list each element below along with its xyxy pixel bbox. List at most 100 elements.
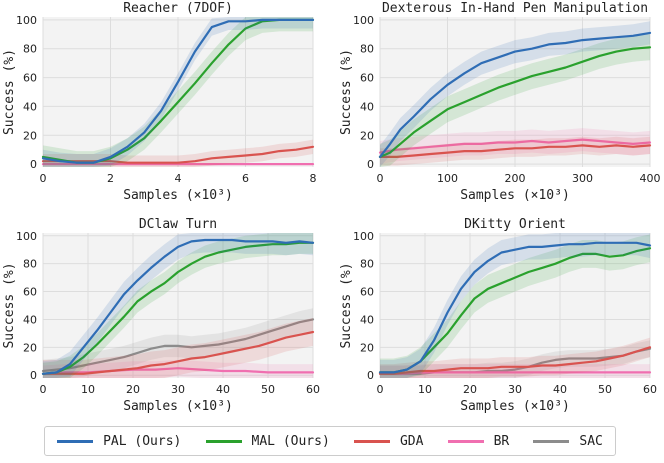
y-tick-label: 80	[23, 43, 37, 56]
series-pal	[41, 17, 315, 167]
x-tick-label: 10	[418, 383, 432, 396]
legend-swatch-br	[447, 439, 484, 443]
series-pal	[378, 21, 652, 167]
y-tick-label: 40	[23, 313, 37, 326]
x-tick-label: 100	[437, 172, 458, 185]
series-line-pal	[41, 238, 315, 375]
y-tick-label: 20	[360, 129, 374, 142]
x-tick-label: 300	[572, 172, 593, 185]
x-tick-label: 20	[126, 383, 140, 396]
series-mal	[41, 233, 315, 378]
series-br	[378, 128, 652, 165]
y-tick-label: 0	[367, 158, 374, 171]
series-band-pal	[380, 233, 650, 378]
series-gda	[378, 337, 652, 378]
series-pal	[41, 233, 315, 378]
y-tick-label: 60	[360, 72, 374, 85]
series-band-br	[380, 364, 650, 378]
series-mal	[378, 34, 652, 167]
legend-label-mal: MAL (Ours)	[251, 433, 330, 449]
y-tick-label: 20	[23, 341, 37, 354]
x-tick-label: 30	[171, 383, 185, 396]
x-tick-label: 40	[553, 383, 567, 396]
legend-label-gda: GDA	[399, 433, 424, 449]
legend-label-pal: PAL (Ours)	[103, 433, 182, 449]
legend-label-br: BR	[493, 433, 510, 449]
x-tick-label: 20	[463, 383, 477, 396]
chart-title: DKitty Orient	[464, 217, 566, 232]
series-line-br	[378, 138, 652, 154]
y-tick-label: 40	[23, 100, 37, 113]
y-tick-label: 20	[360, 341, 374, 354]
series-line-pal	[378, 31, 652, 158]
series-band-mal	[43, 233, 313, 378]
y-tick-label: 20	[23, 129, 37, 142]
y-axis-label: Success (%)	[2, 262, 17, 348]
x-tick-label: 30	[508, 383, 522, 396]
series-band-mal	[380, 34, 650, 167]
legend: PAL (Ours) MAL (Ours) GDA BR SAC	[44, 426, 616, 456]
x-tick-label: 40	[216, 383, 230, 396]
x-tick-label: 0	[377, 172, 384, 185]
y-tick-label: 0	[30, 369, 37, 382]
y-tick-label: 60	[360, 286, 374, 299]
series-line-br	[378, 371, 652, 375]
x-tick-label: 50	[598, 383, 612, 396]
y-tick-label: 0	[30, 158, 37, 171]
series-line-sac	[41, 318, 315, 373]
x-tick-label: 60	[643, 383, 657, 396]
series-line-gda	[378, 346, 652, 375]
y-axis-label: Success (%)	[339, 49, 354, 135]
x-tick-label: 60	[306, 383, 320, 396]
series-gda	[41, 318, 315, 378]
legend-item-sac: SAC	[533, 433, 603, 449]
series-band-mal	[43, 17, 313, 167]
chart-title: Dexterous In-Hand Pen Manipulation	[382, 1, 648, 16]
legend-label-sac: SAC	[579, 433, 603, 449]
y-tick-label: 100	[353, 14, 374, 27]
series-line-pal	[41, 18, 315, 164]
gridlines	[379, 17, 651, 167]
series-line-mal	[378, 46, 652, 158]
legend-item-gda: GDA	[353, 433, 424, 449]
y-tick-label: 80	[360, 258, 374, 271]
x-tick-label: 0	[377, 383, 384, 396]
x-tick-label: 2	[107, 172, 114, 185]
x-tick-label: 0	[40, 172, 47, 185]
series-line-mal	[378, 247, 652, 374]
x-axis-label: Samples (×10³)	[460, 399, 570, 414]
x-tick-label: 6	[242, 172, 249, 185]
y-tick-label: 60	[23, 72, 37, 85]
y-tick-label: 100	[16, 14, 37, 27]
y-axis-label: Success (%)	[339, 262, 354, 348]
x-axis-label: Samples (×10³)	[123, 399, 233, 414]
chart-panel-4: 0 10 20 30 40 50 60 0 20 40 60 80 100 DKitty Orient Sa…	[339, 217, 657, 414]
legend-swatch-sac	[533, 439, 570, 443]
y-tick-label: 60	[23, 286, 37, 299]
x-tick-label: 10	[81, 383, 95, 396]
legend-item-pal: PAL (Ours)	[57, 434, 181, 449]
series-line-gda	[41, 330, 315, 375]
series-band-mal	[380, 234, 650, 378]
chart-panel-3: 0 10 20 30 40 50 60 0 20 40 60 80 100 DClaw Turn Sampl…	[2, 217, 320, 414]
y-tick-label: 0	[367, 369, 374, 382]
series-mal	[378, 234, 652, 378]
y-tick-label: 40	[360, 100, 374, 113]
y-axis-label: Success (%)	[2, 49, 17, 135]
series-pal	[378, 233, 652, 378]
series-band-gda	[380, 136, 650, 166]
y-tick-label: 80	[360, 43, 374, 56]
x-tick-label: 8	[310, 172, 317, 185]
y-tick-label: 100	[16, 230, 37, 243]
series-band-gda	[380, 337, 650, 378]
y-tick-label: 100	[353, 230, 374, 243]
legend-swatch-pal	[57, 439, 94, 443]
y-tick-label: 80	[23, 258, 37, 271]
legend-item-br: BR	[447, 433, 510, 449]
chart-title: Reacher (7DOF)	[123, 1, 233, 16]
legend-swatch-gda	[353, 439, 390, 443]
x-axis-label: Samples (×10³)	[123, 188, 233, 203]
legend-item-mal: MAL (Ours)	[205, 433, 330, 449]
